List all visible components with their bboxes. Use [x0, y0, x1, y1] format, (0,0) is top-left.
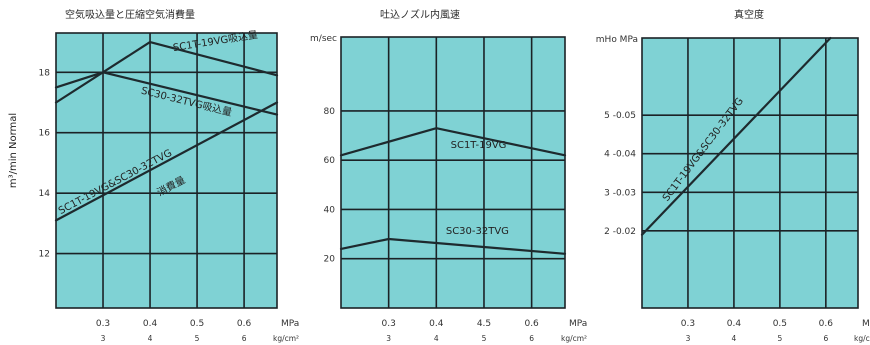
y-tick-label: 60 — [324, 156, 336, 166]
x-tick-label: 0.3 — [381, 319, 395, 329]
y-units-label: m/sec — [310, 34, 337, 44]
x-tick-label: 4.5 — [477, 319, 491, 329]
x-tick-sublabel: 4 — [732, 334, 737, 343]
y-units-label: mHo MPa — [596, 35, 638, 45]
x-tick-label: 0.4 — [429, 319, 444, 329]
x-tick-sublabel: 3 — [386, 334, 391, 343]
x-tick-label: 0.6 — [237, 319, 252, 329]
x-tick-label: 0.6 — [524, 319, 539, 329]
y-tick-label: 18 — [39, 68, 51, 78]
x-tick-sublabel: 6 — [529, 334, 534, 343]
chart-title: 真空度 — [734, 8, 764, 21]
series-line-1 — [640, 36, 832, 236]
y-tick-label: 4 -0.04 — [604, 150, 636, 160]
x-tick-sublabel: 3 — [101, 334, 106, 343]
x-tick-sublabel: 4 — [148, 334, 153, 343]
y-tick-label: 14 — [39, 189, 51, 199]
series-line-2 — [339, 237, 567, 255]
y-tick-label: 20 — [324, 255, 336, 265]
chart-panel-1: 空気吸込量と圧縮空気消費量 12 14 16 18 m³/min Normal 0.3 3 0.… — [8, 8, 299, 343]
x-tick-sublabel: 3 — [686, 334, 691, 343]
y-tick-label: 12 — [39, 250, 50, 260]
x-tick-label: 0.4 — [143, 319, 158, 329]
series-line-3 — [54, 101, 279, 222]
plot-area — [641, 37, 859, 309]
x-tick-sublabel: 4 — [434, 334, 439, 343]
chart-title: 吐込ノズル内風速 — [380, 8, 460, 21]
plot-area — [340, 36, 566, 309]
chart-panel-2: 吐込ノズル内風速 20 40 60 80 m/sec 0.3 3 0.4 4 4.5 5 0.6 6 MPa… — [310, 8, 587, 343]
y-tick-label: 16 — [39, 129, 51, 139]
x-tick-label: 0.5 — [190, 319, 204, 329]
series-label: SC1T-19VG — [451, 140, 507, 151]
x-units-label: MPa — [569, 319, 587, 329]
x-tick-label: 0.3 — [96, 319, 110, 329]
x-tick-sublabel: 6 — [823, 334, 828, 343]
x-tick-label: 0.5 — [773, 319, 787, 329]
x-tick-sublabel: 5 — [777, 334, 782, 343]
series-line-1 — [54, 41, 279, 104]
y-axis-label: m³/min Normal — [8, 113, 19, 188]
x-tick-sublabel: 5 — [195, 334, 200, 343]
chart-panel-3: 真空度 2 -0.02 3 -0.03 4 -0.04 5 -0.05 mHo MPa 0.… — [596, 8, 870, 343]
y-tick-label: 3 -0.03 — [604, 188, 636, 198]
x-units-sublabel: kg/cm² — [854, 334, 870, 343]
x-tick-label: 0.6 — [819, 319, 834, 329]
x-units-label: MPa — [862, 319, 870, 329]
y-tick-label: 40 — [324, 205, 336, 215]
chart-title: 空気吸込量と圧縮空気消費量 — [65, 8, 195, 21]
y-tick-label: 2 -0.02 — [604, 227, 636, 237]
x-units-sublabel: kg/cm² — [561, 334, 587, 343]
x-tick-label: 0.3 — [681, 319, 695, 329]
x-tick-label: 0.4 — [727, 319, 742, 329]
series-line-2 — [54, 71, 279, 116]
y-tick-label: 5 -0.05 — [604, 111, 636, 121]
y-tick-label: 80 — [324, 107, 336, 117]
x-units-sublabel: kg/cm² — [273, 334, 299, 343]
series-label: SC30-32TVG — [446, 226, 509, 237]
x-tick-sublabel: 6 — [242, 334, 247, 343]
x-tick-sublabel: 5 — [482, 334, 487, 343]
x-units-label: MPa — [281, 319, 299, 329]
series-line-1 — [339, 127, 567, 157]
